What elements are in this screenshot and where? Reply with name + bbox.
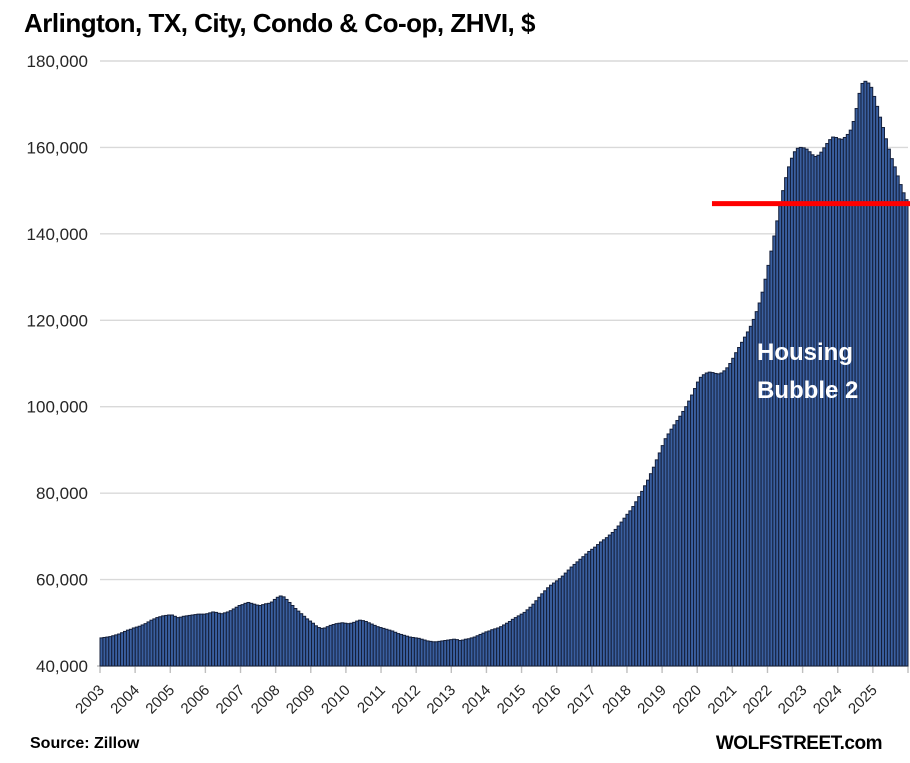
x-year-label: 2019: [634, 682, 670, 718]
x-year-label: 2004: [107, 682, 143, 718]
y-tick-label: 160,000: [27, 138, 88, 157]
y-tick-label: 140,000: [27, 225, 88, 244]
y-tick-label: 40,000: [36, 657, 88, 676]
x-year-label: 2022: [740, 682, 776, 718]
y-tick-label: 60,000: [36, 571, 88, 590]
x-year-label: 2010: [318, 682, 354, 718]
x-year-label: 2018: [599, 682, 635, 718]
y-tick-label: 80,000: [36, 484, 88, 503]
x-year-label: 2015: [494, 682, 530, 718]
x-year-label: 2020: [669, 682, 705, 718]
x-year-label: 2007: [213, 682, 249, 718]
x-year-label: 2023: [775, 682, 811, 718]
y-tick-label: 120,000: [27, 311, 88, 330]
housing-bubble-annotation: Housing Bubble 2: [757, 334, 858, 410]
y-tick-label: 180,000: [27, 52, 88, 71]
x-year-label: 2006: [178, 682, 214, 718]
annotation-line-2: Bubble 2: [757, 377, 859, 404]
x-year-label: 2005: [142, 682, 178, 718]
x-year-label: 2013: [424, 682, 460, 718]
x-year-label: 2003: [72, 682, 108, 718]
month-bar: [904, 199, 909, 667]
x-year-label: 2008: [248, 682, 284, 718]
y-tick-label: 100,000: [27, 398, 88, 417]
x-year-label: 2012: [388, 682, 424, 718]
annotation-line-1: Housing: [757, 339, 853, 366]
wolfstreet-branding: WOLFSTREET.com: [715, 733, 883, 754]
x-year-label: 2024: [810, 682, 846, 718]
x-year-label: 2021: [705, 682, 741, 718]
chart-title: Arlington, TX, City, Condo & Co-op, ZHVI…: [24, 8, 535, 38]
x-year-label: 2014: [459, 682, 495, 718]
x-year-label: 2009: [283, 682, 319, 718]
x-year-label: 2017: [564, 682, 600, 718]
x-year-label: 2016: [529, 682, 565, 718]
x-year-label: 2011: [354, 682, 389, 717]
x-year-label: 2025: [845, 682, 881, 718]
source-note: Source: Zillow: [30, 735, 140, 752]
